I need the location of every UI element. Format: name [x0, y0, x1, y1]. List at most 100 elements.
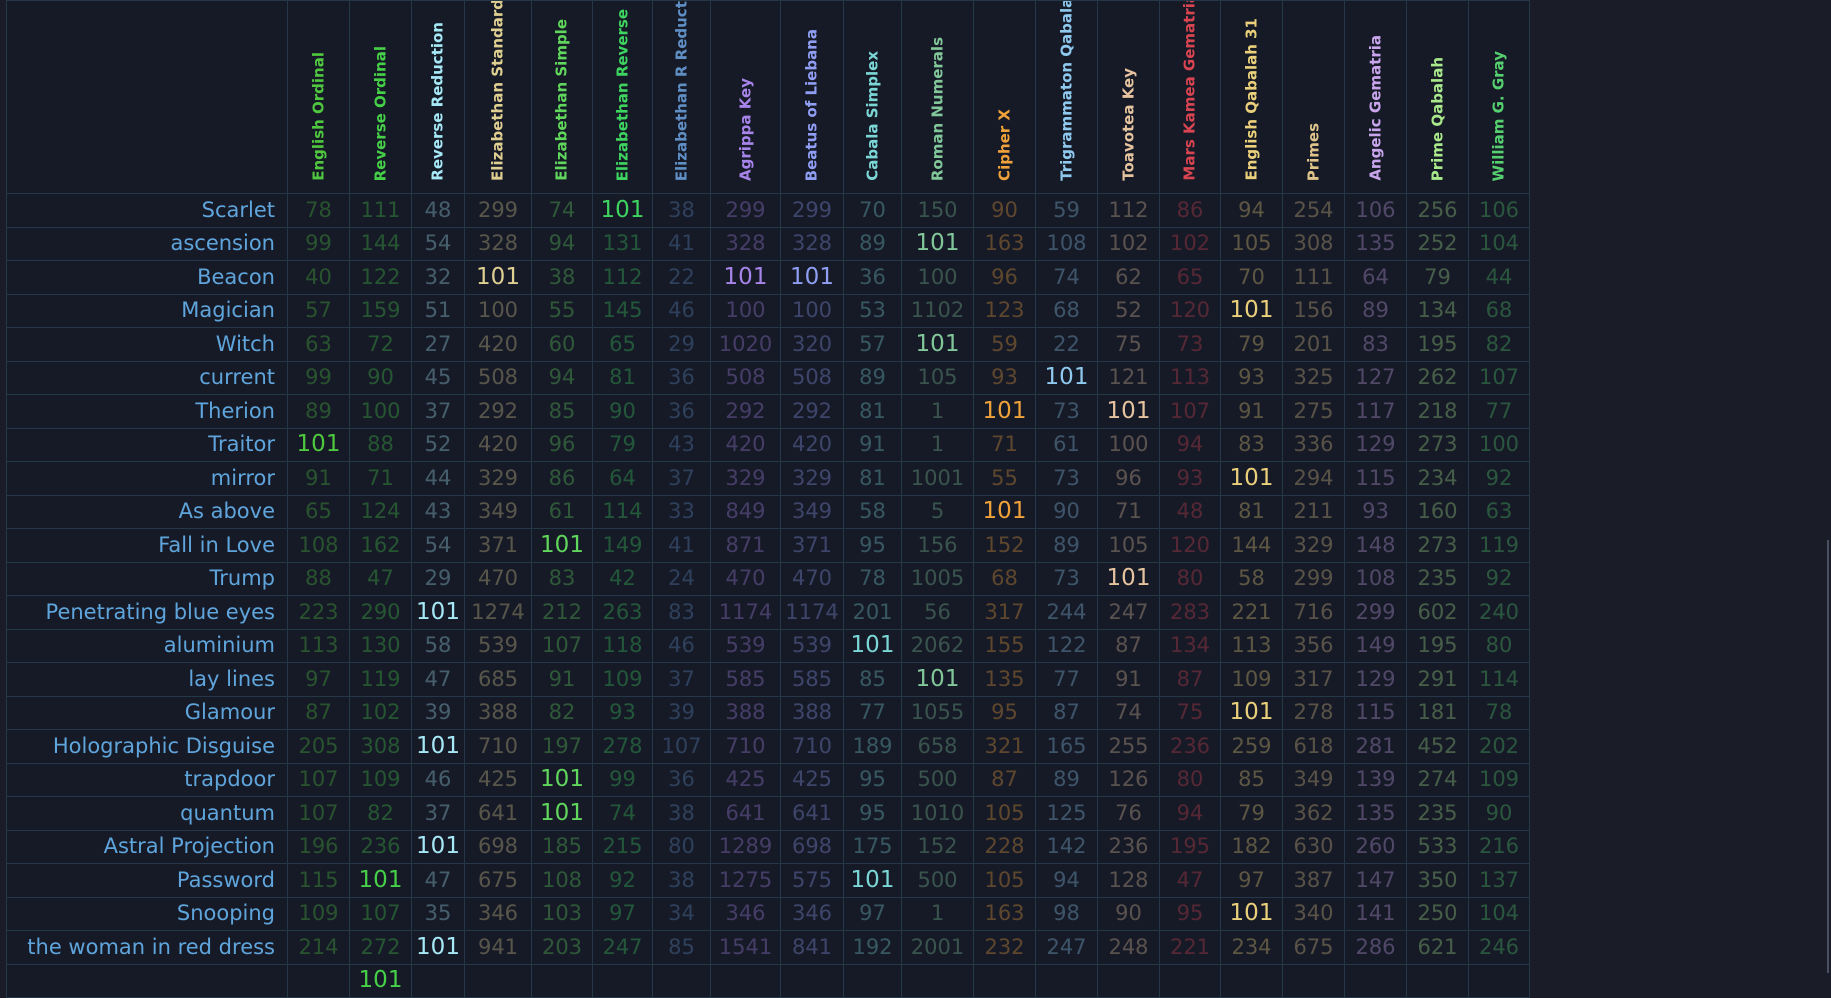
value-cell[interactable]: 247: [1035, 930, 1098, 965]
value-cell[interactable]: 387: [1282, 863, 1345, 898]
phrase-cell[interactable]: Scarlet: [6, 193, 288, 228]
value-cell[interactable]: [531, 963, 593, 998]
value-cell[interactable]: [411, 963, 465, 998]
value-cell[interactable]: 356: [1282, 628, 1345, 663]
value-cell[interactable]: 1010: [901, 796, 974, 831]
value-cell[interactable]: 328: [464, 226, 532, 261]
value-cell[interactable]: 34: [652, 896, 711, 931]
value-cell[interactable]: 196: [287, 829, 350, 864]
value-cell[interactable]: 500: [901, 863, 974, 898]
value-cell[interactable]: 658: [901, 729, 974, 764]
value-cell[interactable]: 94: [1220, 193, 1283, 228]
value-cell[interactable]: 104: [1468, 226, 1530, 261]
value-cell[interactable]: 62: [1097, 260, 1160, 295]
value-cell[interactable]: 76: [1097, 796, 1160, 831]
match-value-cell[interactable]: 101: [901, 327, 974, 362]
match-value-cell[interactable]: 101: [973, 494, 1036, 529]
value-cell[interactable]: 272: [349, 930, 412, 965]
value-cell[interactable]: 425: [780, 762, 844, 797]
value-cell[interactable]: 88: [349, 427, 412, 462]
value-cell[interactable]: 74: [531, 193, 593, 228]
value-cell[interactable]: 94: [1159, 427, 1221, 462]
value-cell[interactable]: 162: [349, 528, 412, 563]
value-cell[interactable]: 27: [411, 327, 465, 362]
value-cell[interactable]: 121: [1097, 360, 1160, 395]
value-cell[interactable]: [1097, 963, 1160, 998]
value-cell[interactable]: 57: [287, 293, 350, 328]
value-cell[interactable]: 197: [531, 729, 593, 764]
value-cell[interactable]: [1344, 963, 1407, 998]
value-cell[interactable]: 349: [780, 494, 844, 529]
cipher-header-6[interactable]: Elizabethan R Reduction: [652, 0, 711, 194]
value-cell[interactable]: 1174: [710, 595, 781, 630]
value-cell[interactable]: 95: [843, 796, 902, 831]
value-cell[interactable]: 43: [652, 427, 711, 462]
value-cell[interactable]: 108: [1344, 561, 1407, 596]
value-cell[interactable]: 388: [780, 695, 844, 730]
value-cell[interactable]: 317: [1282, 662, 1345, 697]
value-cell[interactable]: 36: [843, 260, 902, 295]
value-cell[interactable]: 33: [652, 494, 711, 529]
value-cell[interactable]: 107: [349, 896, 412, 931]
value-cell[interactable]: 105: [901, 360, 974, 395]
value-cell[interactable]: 85: [843, 662, 902, 697]
value-cell[interactable]: 1102: [901, 293, 974, 328]
value-cell[interactable]: 74: [592, 796, 653, 831]
value-cell[interactable]: 102: [349, 695, 412, 730]
value-cell[interactable]: 80: [1159, 762, 1221, 797]
value-cell[interactable]: 93: [1159, 461, 1221, 496]
match-value-cell[interactable]: 101: [1097, 394, 1160, 429]
value-cell[interactable]: 65: [1159, 260, 1221, 295]
value-cell[interactable]: 1055: [901, 695, 974, 730]
value-cell[interactable]: 73: [1035, 561, 1098, 596]
value-cell[interactable]: 221: [1220, 595, 1283, 630]
value-cell[interactable]: 346: [464, 896, 532, 931]
value-cell[interactable]: [973, 963, 1036, 998]
value-cell[interactable]: 90: [973, 193, 1036, 228]
value-cell[interactable]: 55: [531, 293, 593, 328]
match-value-cell[interactable]: 101: [411, 930, 465, 965]
value-cell[interactable]: 102: [1159, 226, 1221, 261]
value-cell[interactable]: 109: [287, 896, 350, 931]
value-cell[interactable]: 98: [1035, 896, 1098, 931]
value-cell[interactable]: 39: [652, 695, 711, 730]
value-cell[interactable]: 59: [1035, 193, 1098, 228]
value-cell[interactable]: [1282, 963, 1345, 998]
value-cell[interactable]: 105: [1097, 528, 1160, 563]
value-cell[interactable]: 114: [592, 494, 653, 529]
value-cell[interactable]: 87: [1159, 662, 1221, 697]
value-cell[interactable]: 452: [1406, 729, 1469, 764]
value-cell[interactable]: 114: [1468, 662, 1530, 697]
value-cell[interactable]: 2001: [901, 930, 974, 965]
value-cell[interactable]: 234: [1220, 930, 1283, 965]
value-cell[interactable]: 203: [531, 930, 593, 965]
value-cell[interactable]: 139: [1344, 762, 1407, 797]
value-cell[interactable]: 388: [710, 695, 781, 730]
value-cell[interactable]: 81: [843, 461, 902, 496]
value-cell[interactable]: 80: [652, 829, 711, 864]
value-cell[interactable]: 675: [464, 863, 532, 898]
value-cell[interactable]: 100: [901, 260, 974, 295]
value-cell[interactable]: 81: [843, 394, 902, 429]
value-cell[interactable]: 195: [1406, 628, 1469, 663]
value-cell[interactable]: 585: [710, 662, 781, 697]
phrase-cell[interactable]: As above: [6, 494, 288, 529]
value-cell[interactable]: 90: [1097, 896, 1160, 931]
value-cell[interactable]: 85: [652, 930, 711, 965]
value-cell[interactable]: 91: [843, 427, 902, 462]
value-cell[interactable]: 263: [592, 595, 653, 630]
value-cell[interactable]: 55: [973, 461, 1036, 496]
value-cell[interactable]: 159: [349, 293, 412, 328]
value-cell[interactable]: 371: [780, 528, 844, 563]
value-cell[interactable]: 94: [1159, 796, 1221, 831]
value-cell[interactable]: 100: [349, 394, 412, 429]
value-cell[interactable]: 78: [843, 561, 902, 596]
value-cell[interactable]: 68: [1035, 293, 1098, 328]
value-cell[interactable]: 278: [592, 729, 653, 764]
value-cell[interactable]: 127: [1344, 360, 1407, 395]
value-cell[interactable]: 99: [592, 762, 653, 797]
value-cell[interactable]: 255: [1097, 729, 1160, 764]
value-cell[interactable]: 189: [843, 729, 902, 764]
match-value-cell[interactable]: 101: [1220, 293, 1283, 328]
phrase-cell[interactable]: Witch: [6, 327, 288, 362]
